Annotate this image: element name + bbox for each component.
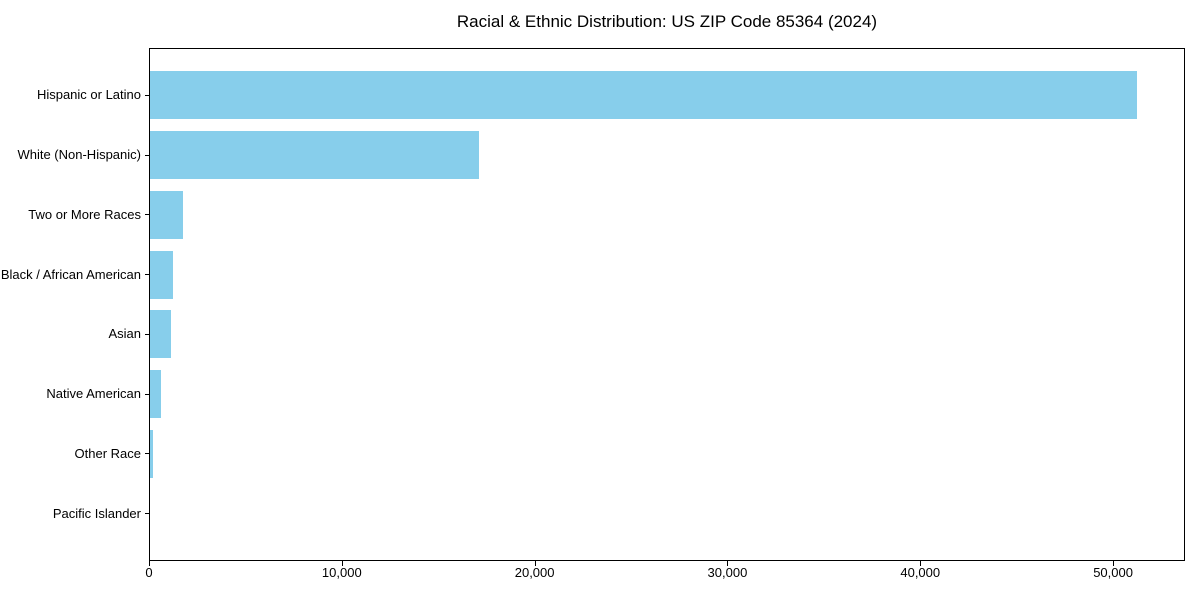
y-tick-label: Native American xyxy=(46,386,141,402)
bar-hispanic-or-latino xyxy=(150,71,1138,120)
x-tick xyxy=(1113,561,1115,566)
y-tick-label: Two or More Races xyxy=(28,206,141,222)
bar-native-american xyxy=(150,370,161,419)
y-tick xyxy=(145,453,149,455)
y-tick-label: Hispanic or Latino xyxy=(36,87,141,103)
x-tick xyxy=(534,561,536,566)
plot-area xyxy=(149,48,1185,561)
x-tick-label: 0 xyxy=(145,565,153,580)
y-tick-label: Other Race xyxy=(74,445,141,461)
bar-two-or-more-races xyxy=(150,190,183,239)
bar-white-non-hispanic xyxy=(150,131,479,179)
bar-other-race xyxy=(150,430,154,478)
y-tick xyxy=(145,154,149,156)
bar-black-african-american xyxy=(150,250,174,299)
y-tick-label: Asian xyxy=(108,326,141,342)
x-tick xyxy=(341,561,343,566)
y-tick xyxy=(145,274,149,276)
chart-title: Racial & Ethnic Distribution: US ZIP Cod… xyxy=(456,12,878,31)
y-tick xyxy=(145,214,149,216)
x-tick-label: 20,000 xyxy=(514,565,555,580)
y-tick xyxy=(145,94,149,96)
y-tick xyxy=(145,333,149,335)
y-tick-label: Black / African American xyxy=(0,266,141,282)
x-tick xyxy=(920,561,922,566)
x-tick-label: 40,000 xyxy=(900,565,941,580)
y-tick xyxy=(145,513,149,515)
x-tick-label: 50,000 xyxy=(1093,565,1133,580)
x-tick-label: 10,000 xyxy=(321,565,362,580)
bar-asian xyxy=(150,310,172,359)
y-tick-label: White (Non-Hispanic) xyxy=(17,147,141,163)
x-tick xyxy=(149,561,150,566)
y-tick-label: Pacific Islander xyxy=(52,505,141,521)
y-tick xyxy=(145,393,149,395)
x-tick-label: 30,000 xyxy=(707,565,748,580)
x-tick xyxy=(727,561,729,566)
